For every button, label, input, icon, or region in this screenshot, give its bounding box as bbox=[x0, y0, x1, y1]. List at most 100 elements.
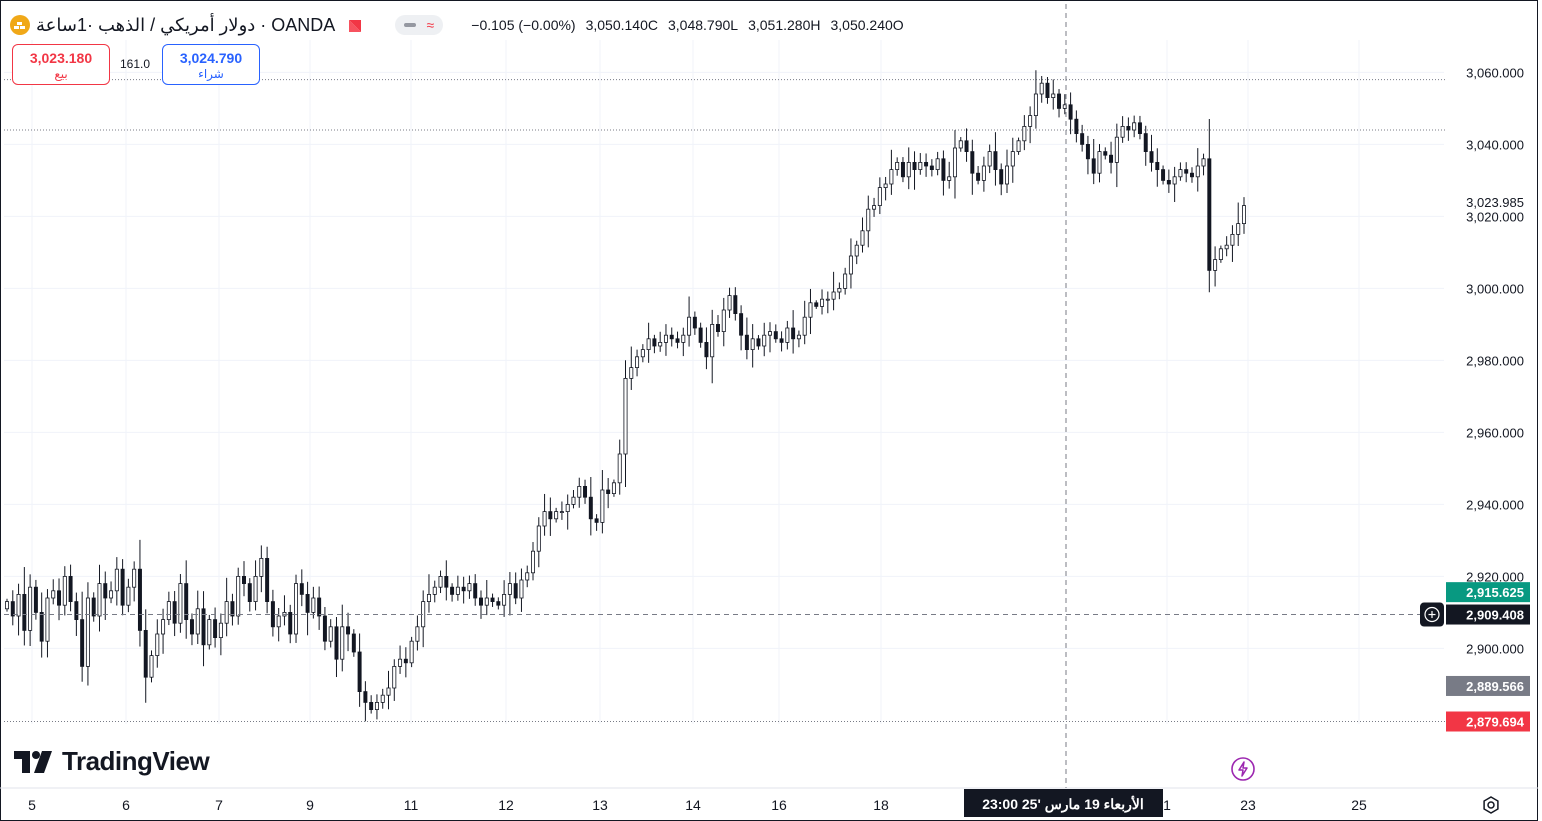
candle bbox=[554, 507, 559, 523]
candle-body bbox=[802, 316, 807, 336]
candle bbox=[51, 579, 56, 605]
candle bbox=[785, 320, 790, 350]
candle bbox=[28, 574, 33, 647]
candle-body bbox=[143, 630, 148, 678]
candle-body bbox=[704, 341, 709, 358]
candle bbox=[1201, 153, 1206, 176]
candle bbox=[421, 590, 426, 648]
price-tag-bg bbox=[1446, 192, 1530, 213]
candle-body bbox=[976, 172, 981, 181]
candle-body bbox=[103, 583, 108, 599]
candle bbox=[1242, 197, 1246, 234]
candle bbox=[733, 287, 738, 321]
candle-body bbox=[796, 334, 801, 340]
candle-body bbox=[710, 323, 715, 358]
candle-body bbox=[242, 576, 246, 585]
candle-body bbox=[565, 503, 570, 512]
candle-body bbox=[149, 655, 154, 678]
chart-style-toggle[interactable]: ≈ bbox=[395, 15, 444, 35]
candle-body bbox=[276, 615, 281, 628]
candle-body bbox=[1189, 172, 1194, 178]
symbol-title[interactable]: دولار أمريكي / الذهب ·1ساعة · OANDA bbox=[36, 14, 336, 35]
candle-body bbox=[16, 594, 21, 617]
y-tick-label: 3,000.000 bbox=[1466, 281, 1524, 296]
candle-body bbox=[1126, 126, 1131, 131]
candle-body bbox=[687, 316, 692, 336]
candle bbox=[288, 604, 293, 644]
candle bbox=[976, 166, 981, 185]
candle bbox=[230, 593, 235, 626]
candle bbox=[149, 650, 154, 683]
candle bbox=[536, 517, 541, 568]
candle bbox=[1016, 137, 1021, 155]
candle bbox=[143, 609, 148, 703]
crosshair-plus-button[interactable] bbox=[1420, 602, 1444, 627]
candle-body bbox=[964, 140, 969, 153]
candle-body bbox=[583, 485, 588, 498]
candle-body bbox=[484, 597, 489, 606]
buy-button[interactable]: 3,024.790 شراء bbox=[162, 44, 260, 85]
candle bbox=[1218, 245, 1223, 263]
candle-body bbox=[265, 558, 270, 603]
candle bbox=[322, 607, 327, 651]
candle-body bbox=[305, 594, 310, 613]
candle-body bbox=[311, 597, 316, 613]
candle bbox=[438, 570, 443, 594]
candle bbox=[91, 592, 96, 622]
candle bbox=[415, 615, 420, 651]
settings-gear-icon[interactable] bbox=[1481, 795, 1501, 815]
candle-body bbox=[1097, 151, 1102, 174]
candle bbox=[68, 564, 73, 612]
candle-body bbox=[831, 291, 836, 300]
candle-body bbox=[929, 165, 934, 170]
candle-body bbox=[51, 590, 56, 599]
price-tag-bg bbox=[1446, 675, 1530, 696]
candle-body bbox=[1172, 176, 1177, 185]
candle-body bbox=[398, 658, 403, 667]
candle-body bbox=[455, 586, 460, 595]
y-tick-label: 2,960.000 bbox=[1466, 425, 1524, 440]
candle-body bbox=[773, 331, 778, 340]
candle bbox=[779, 331, 784, 352]
candle-body bbox=[577, 485, 582, 498]
candle-body bbox=[611, 482, 616, 494]
candle-body bbox=[1109, 154, 1114, 163]
candle bbox=[831, 271, 836, 311]
candle-body bbox=[1178, 169, 1183, 178]
candle-body bbox=[1166, 179, 1171, 185]
candle-body bbox=[1236, 223, 1241, 235]
price-tag-bg bbox=[1446, 604, 1530, 625]
candle bbox=[328, 619, 333, 648]
candle bbox=[33, 579, 38, 620]
candle bbox=[242, 561, 246, 597]
candle-body bbox=[247, 583, 252, 602]
candle bbox=[802, 300, 807, 345]
candle bbox=[877, 177, 882, 215]
price-tag-label: 2,915.625 bbox=[1466, 585, 1524, 600]
candle-body bbox=[1213, 259, 1218, 271]
candle-body bbox=[918, 161, 923, 170]
candle bbox=[207, 614, 212, 650]
candle-body bbox=[848, 255, 853, 275]
candle-body bbox=[519, 579, 524, 599]
price-tag-bg bbox=[1446, 711, 1530, 732]
candle bbox=[386, 670, 391, 710]
candle-body bbox=[224, 601, 229, 624]
candle bbox=[739, 305, 744, 351]
candle bbox=[860, 217, 865, 253]
high-value: 3,051.280H bbox=[748, 17, 821, 33]
candle bbox=[640, 344, 645, 363]
candle bbox=[768, 322, 772, 353]
candle bbox=[1224, 236, 1229, 257]
sell-button[interactable]: 3,023.180 بيع bbox=[12, 44, 110, 85]
lightning-icon[interactable] bbox=[1231, 757, 1255, 781]
candle bbox=[825, 291, 830, 314]
candle bbox=[577, 477, 582, 508]
candle-body bbox=[825, 298, 830, 301]
tradingview-logo[interactable]: TradingView bbox=[14, 746, 210, 777]
candle-body bbox=[837, 287, 842, 293]
candle-body bbox=[1068, 104, 1073, 120]
candle-body bbox=[571, 496, 576, 505]
candle bbox=[1114, 123, 1119, 188]
